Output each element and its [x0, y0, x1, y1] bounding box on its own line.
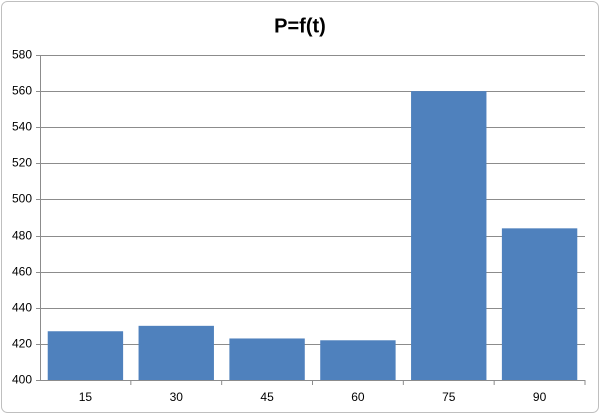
y-tick-label: 420 [12, 337, 32, 351]
x-tick-label: 60 [351, 390, 365, 404]
x-tick-label: 30 [170, 390, 184, 404]
y-tick-label: 400 [12, 373, 32, 387]
y-tick-label: 540 [12, 120, 32, 134]
y-tick-label: 560 [12, 84, 32, 98]
y-tick-label: 500 [12, 192, 32, 206]
bar [501, 228, 578, 380]
bar [411, 91, 487, 380]
bar [138, 325, 214, 380]
chart-title: P=f(t) [274, 15, 326, 37]
y-tick-label: 440 [12, 301, 32, 315]
bar [320, 340, 396, 380]
bar [47, 331, 124, 380]
y-tick-label: 460 [12, 265, 32, 279]
x-tick-label: 90 [533, 390, 547, 404]
y-tick-label: 480 [12, 229, 32, 243]
y-tick-label: 520 [12, 156, 32, 170]
x-tick-label: 15 [79, 390, 93, 404]
bar [229, 338, 305, 380]
x-tick-label: 75 [442, 390, 456, 404]
x-tick-label: 45 [260, 390, 274, 404]
y-tick-label: 580 [12, 48, 32, 62]
